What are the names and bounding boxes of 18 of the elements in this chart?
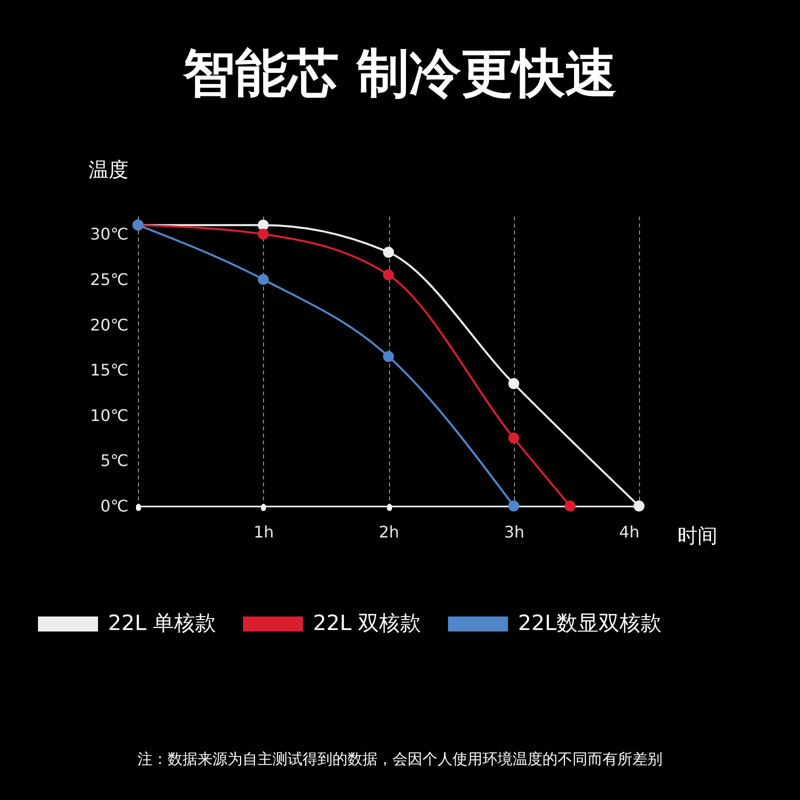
legend-label: 22L 单核款 bbox=[108, 611, 216, 635]
x-tick-label: 2h bbox=[378, 522, 400, 542]
legend-label: 22L 双核款 bbox=[313, 611, 422, 635]
x-tick-label: 4h bbox=[619, 522, 640, 542]
legend-label: 22L数显双核款 bbox=[518, 611, 662, 635]
text: 注：数据来源为自主测试得到的数据，会因个人使用环境温度的不同而有所差别 bbox=[138, 750, 662, 768]
x-tick-label: 1h bbox=[254, 522, 274, 542]
x-tick-label: 3h bbox=[504, 522, 524, 542]
y-tick-label: 30℃ bbox=[90, 224, 128, 244]
y-tick-label: 15℃ bbox=[90, 360, 128, 380]
y-tick-label: 0℃ bbox=[100, 496, 128, 516]
chart-title: 智能芯 制冷更快速 bbox=[182, 44, 618, 104]
y-tick-label: 10℃ bbox=[90, 406, 128, 425]
y-tick-label: 5℃ bbox=[100, 451, 128, 470]
y-tick-label: 25℃ bbox=[90, 270, 128, 289]
y-tick-label: 20℃ bbox=[90, 315, 128, 334]
y-axis-title: 温度 bbox=[88, 158, 128, 182]
x-axis-title: 时间 bbox=[678, 524, 718, 548]
